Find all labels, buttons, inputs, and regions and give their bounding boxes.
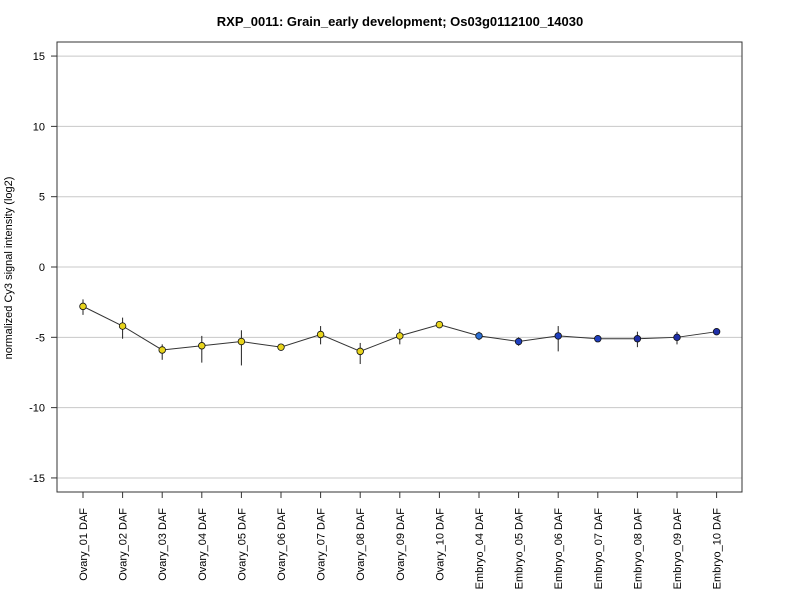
x-tick-label: Ovary_10 DAF <box>434 508 446 581</box>
data-point <box>396 332 404 340</box>
y-tick-label: 5 <box>39 192 45 204</box>
data-point <box>158 346 166 354</box>
data-points <box>79 302 721 356</box>
y-tick-label: 15 <box>33 51 45 63</box>
x-tick-label: Ovary_07 DAF <box>316 508 328 581</box>
x-tick-label: Ovary_09 DAF <box>395 508 407 581</box>
data-point <box>356 347 364 356</box>
data-point <box>673 333 681 342</box>
data-point <box>514 337 523 346</box>
x-tick-label: Ovary_06 DAF <box>276 508 288 581</box>
x-tick-label: Embryo_08 DAF <box>632 508 644 590</box>
x-tick-label: Ovary_05 DAF <box>236 508 248 581</box>
data-point <box>712 327 721 336</box>
data-point <box>237 337 246 346</box>
x-axis-ticks: Ovary_01 DAF Ovary_02 DAF Ovary_03 DAF Ovar… <box>78 492 724 589</box>
data-point <box>277 343 285 351</box>
plot-area-frame <box>56 41 743 493</box>
data-point <box>316 330 325 339</box>
x-tick-label: Ovary_04 DAF <box>197 508 209 581</box>
data-point <box>633 335 642 343</box>
x-tick-label: Embryo_04 DAF <box>474 508 486 590</box>
y-tick-label: 10 <box>33 121 45 133</box>
x-tick-label: Ovary_02 DAF <box>118 508 130 581</box>
x-tick-label: Ovary_01 DAF <box>78 508 90 581</box>
chart-title: RXP_0011: Grain_early development; Os03g… <box>216 14 584 29</box>
data-point <box>554 332 562 340</box>
x-tick-label: Embryo_05 DAF <box>514 508 526 590</box>
y-tick-label: -15 <box>29 473 45 485</box>
y-tick-label: 0 <box>39 262 45 274</box>
y-tick-label: -5 <box>35 332 45 344</box>
x-tick-label: Embryo_06 DAF <box>553 508 565 590</box>
data-point <box>79 302 87 311</box>
data-point <box>435 320 444 329</box>
y-axis-ticks: -15 -10 -5 0 5 10 15 <box>29 51 57 485</box>
x-tick-label: Embryo_07 DAF <box>593 508 605 590</box>
x-tick-label: Ovary_08 DAF <box>355 508 367 581</box>
x-tick-label: Embryo_09 DAF <box>672 508 684 590</box>
data-point <box>475 332 483 340</box>
data-point <box>198 342 206 350</box>
x-tick-label: Ovary_03 DAF <box>157 508 169 581</box>
y-tick-label: -10 <box>29 403 45 415</box>
grid-lines <box>57 55 742 479</box>
data-point <box>118 322 127 330</box>
data-point <box>594 335 602 343</box>
x-tick-label: Embryo_10 DAF <box>712 508 724 590</box>
